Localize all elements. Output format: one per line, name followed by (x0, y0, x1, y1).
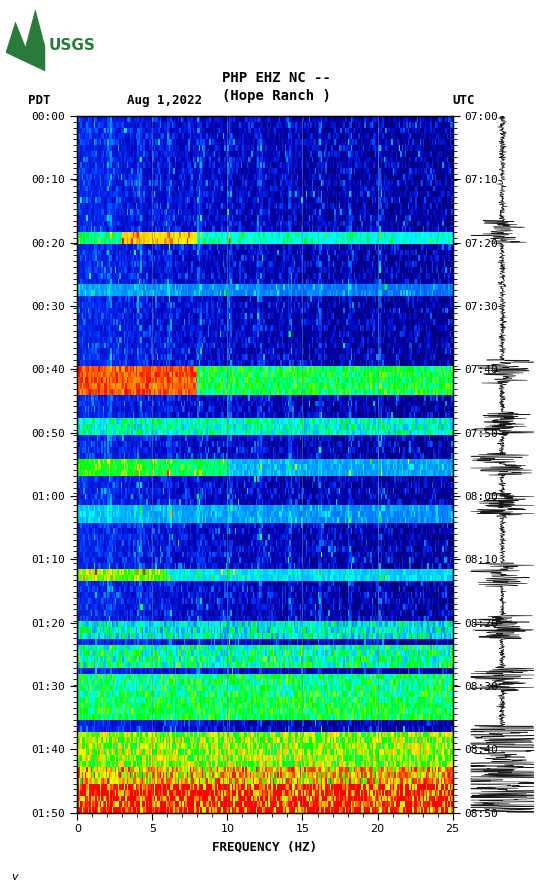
Polygon shape (6, 9, 45, 71)
Text: USGS: USGS (49, 38, 95, 53)
Text: PDT: PDT (28, 94, 50, 107)
Text: (Hope Ranch ): (Hope Ranch ) (221, 88, 331, 103)
Text: PHP EHZ NC --: PHP EHZ NC -- (221, 71, 331, 85)
Text: UTC: UTC (453, 94, 475, 107)
X-axis label: FREQUENCY (HZ): FREQUENCY (HZ) (213, 840, 317, 853)
Text: Aug 1,2022: Aug 1,2022 (127, 94, 202, 107)
Text: $\mathit{v}$: $\mathit{v}$ (11, 872, 20, 881)
